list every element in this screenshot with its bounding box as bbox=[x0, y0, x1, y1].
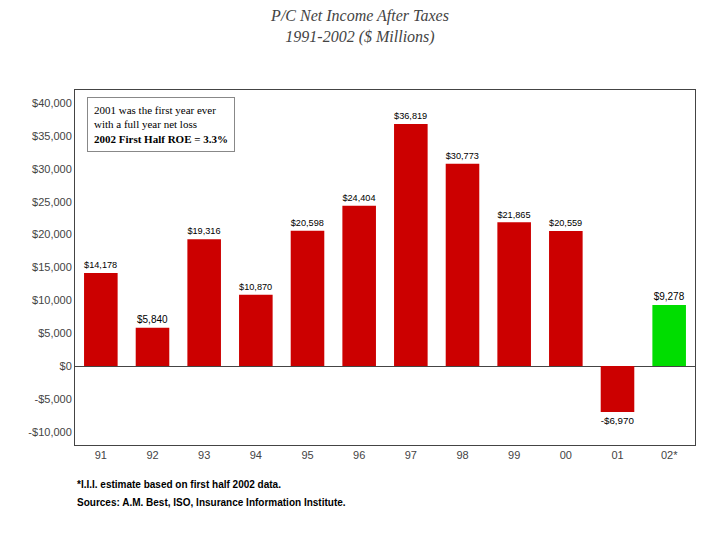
svg-text:$30,000: $30,000 bbox=[32, 163, 72, 175]
svg-text:$10,870: $10,870 bbox=[239, 282, 272, 292]
svg-text:$5,840: $5,840 bbox=[137, 314, 168, 325]
svg-text:-$10,000: -$10,000 bbox=[28, 426, 71, 438]
svg-text:P/C Net Income After Taxes1991: P/C Net Income After Taxes1991-2002 ($ M… bbox=[270, 7, 449, 46]
svg-text:96: 96 bbox=[353, 449, 365, 461]
svg-text:95: 95 bbox=[301, 449, 313, 461]
svg-text:92: 92 bbox=[146, 449, 158, 461]
svg-text:2001 was the first year everwi: 2001 was the first year everwith a full … bbox=[94, 104, 228, 145]
svg-text:$21,865: $21,865 bbox=[497, 210, 530, 220]
svg-text:*I.I.I. estimate based on firs: *I.I.I. estimate based on first half 200… bbox=[77, 479, 281, 490]
svg-text:$0: $0 bbox=[60, 360, 72, 372]
svg-text:98: 98 bbox=[456, 449, 468, 461]
svg-text:94: 94 bbox=[250, 449, 262, 461]
svg-text:$30,773: $30,773 bbox=[446, 151, 479, 161]
svg-text:$35,000: $35,000 bbox=[32, 130, 72, 142]
svg-text:02*: 02* bbox=[661, 449, 678, 461]
svg-text:$20,559: $20,559 bbox=[549, 218, 582, 228]
svg-text:$10,000: $10,000 bbox=[32, 294, 72, 306]
svg-text:$9,278: $9,278 bbox=[654, 291, 685, 302]
svg-text:$20,000: $20,000 bbox=[32, 228, 72, 240]
svg-text:$20,598: $20,598 bbox=[291, 218, 324, 228]
svg-text:$19,316: $19,316 bbox=[187, 226, 220, 236]
svg-text:99: 99 bbox=[508, 449, 520, 461]
svg-text:00: 00 bbox=[560, 449, 572, 461]
svg-text:97: 97 bbox=[405, 449, 417, 461]
svg-text:$14,178: $14,178 bbox=[84, 260, 117, 270]
svg-text:$24,404: $24,404 bbox=[342, 193, 375, 203]
svg-text:-$5,000: -$5,000 bbox=[34, 393, 71, 405]
svg-text:01: 01 bbox=[611, 449, 623, 461]
svg-text:93: 93 bbox=[198, 449, 210, 461]
svg-text:$36,819: $36,819 bbox=[394, 111, 427, 121]
svg-text:Sources: A.M. Best, ISO, Insur: Sources: A.M. Best, ISO, Insurance Infor… bbox=[77, 497, 346, 508]
svg-text:$15,000: $15,000 bbox=[32, 261, 72, 273]
svg-text:-$6,970: -$6,970 bbox=[601, 415, 635, 426]
svg-text:$25,000: $25,000 bbox=[32, 196, 72, 208]
svg-text:$5,000: $5,000 bbox=[38, 327, 72, 339]
svg-text:$40,000: $40,000 bbox=[32, 97, 72, 109]
svg-text:91: 91 bbox=[95, 449, 107, 461]
